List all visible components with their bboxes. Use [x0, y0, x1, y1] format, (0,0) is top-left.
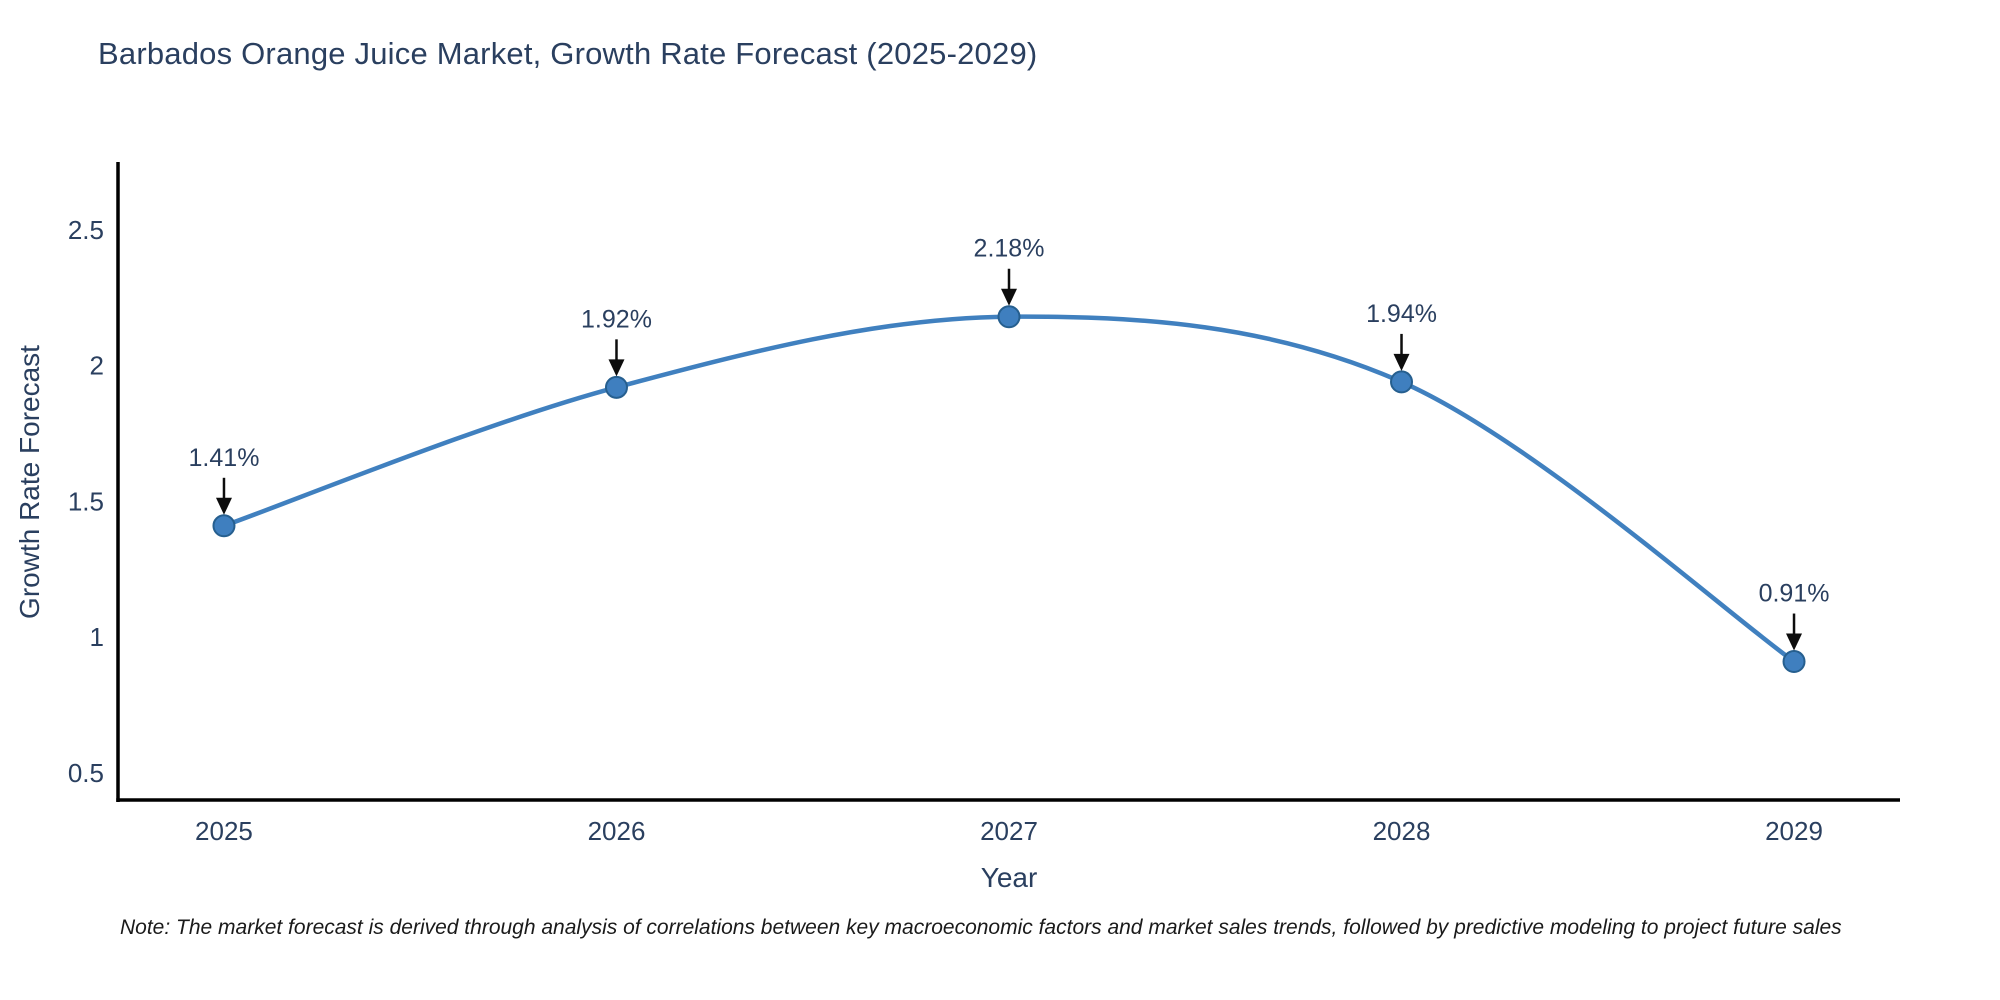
data-point-2027[interactable] [997, 305, 1021, 329]
annotation-label: 1.92% [581, 305, 652, 333]
x-axis-title: Year [980, 862, 1038, 893]
annotation-arrowhead [1001, 288, 1017, 306]
annotation-arrowhead [215, 497, 232, 515]
annotation-arrowhead [1786, 633, 1803, 651]
y-tick-label: 2 [90, 351, 104, 381]
y-tick-label: 0.5 [68, 758, 104, 788]
annotation-arrowhead [608, 359, 625, 377]
chart-title: Barbados Orange Juice Market, Growth Rat… [98, 36, 1038, 71]
annotation-label: 1.94% [1366, 300, 1437, 328]
data-point-2026[interactable] [604, 375, 628, 399]
x-tick-label: 2026 [588, 816, 646, 846]
x-tick-label: 2027 [980, 816, 1038, 846]
annotation-label: 0.91% [1759, 580, 1830, 608]
annotation-label: 1.41% [189, 444, 260, 472]
x-tick-label: 2028 [1373, 816, 1431, 846]
annotation-arrowhead [1393, 353, 1410, 371]
forecast-line [221, 314, 1797, 664]
data-point-2029[interactable] [1782, 650, 1806, 674]
annotation-label: 2.18% [974, 235, 1045, 263]
y-tick-label: 2.5 [68, 215, 104, 245]
footnote: Note: The market forecast is derived thr… [120, 916, 1842, 939]
x-tick-label: 2029 [1765, 816, 1823, 846]
y-tick-label: 1.5 [68, 486, 104, 516]
y-tick-label: 1 [90, 622, 104, 652]
data-point-2025[interactable] [212, 514, 236, 538]
x-tick-label: 2025 [195, 816, 253, 846]
data-point-2028[interactable] [1390, 370, 1414, 394]
